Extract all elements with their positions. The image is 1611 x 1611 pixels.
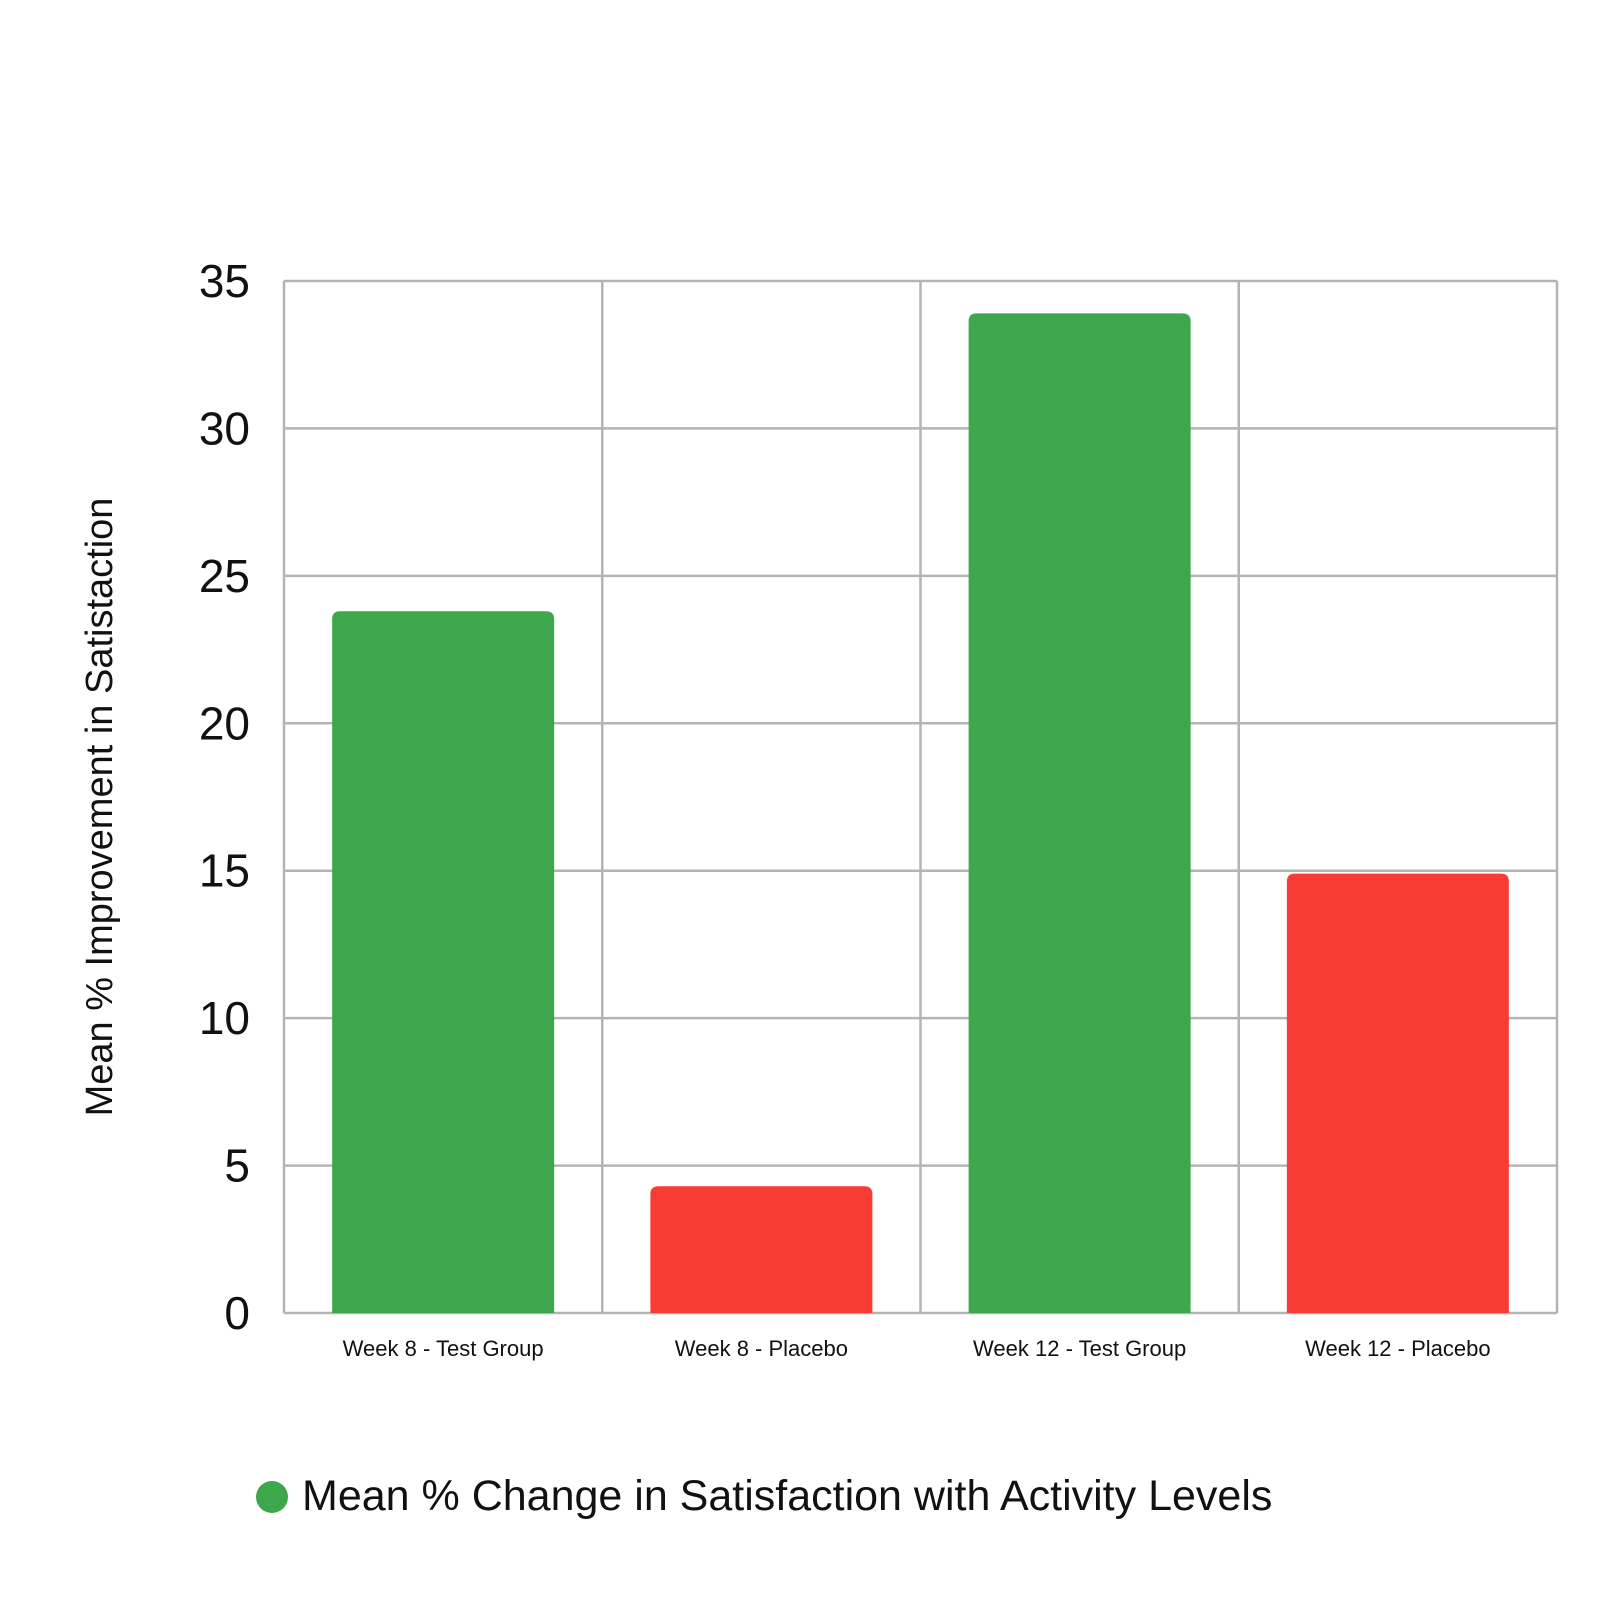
bar [332,611,555,1313]
bar [1286,873,1509,1313]
x-tick-label: Week 12 - Placebo [1305,1336,1490,1361]
y-tick-label: 10 [199,992,250,1044]
y-tick-label: 30 [199,402,250,454]
legend-swatch [256,1480,288,1513]
x-tick-label: Week 8 - Test Group [343,1336,544,1361]
bar [968,313,1191,1313]
x-tick-label: Week 12 - Test Group [973,1336,1186,1361]
y-tick-label: 35 [199,255,250,307]
y-tick-label: 0 [224,1287,250,1339]
y-tick-label: 20 [199,697,250,749]
y-tick-label: 25 [199,550,250,602]
legend: Mean % Change in Satisfaction with Activ… [256,1472,1272,1521]
y-tick-label: 15 [199,845,250,897]
x-tick-label: Week 8 - Placebo [675,1336,848,1361]
legend-label: Mean % Change in Satisfaction with Activ… [302,1472,1273,1520]
bar [650,1186,873,1313]
y-tick-label: 5 [224,1140,250,1192]
y-axis-label: Mean % Improvement in Satistaction [79,498,121,1117]
